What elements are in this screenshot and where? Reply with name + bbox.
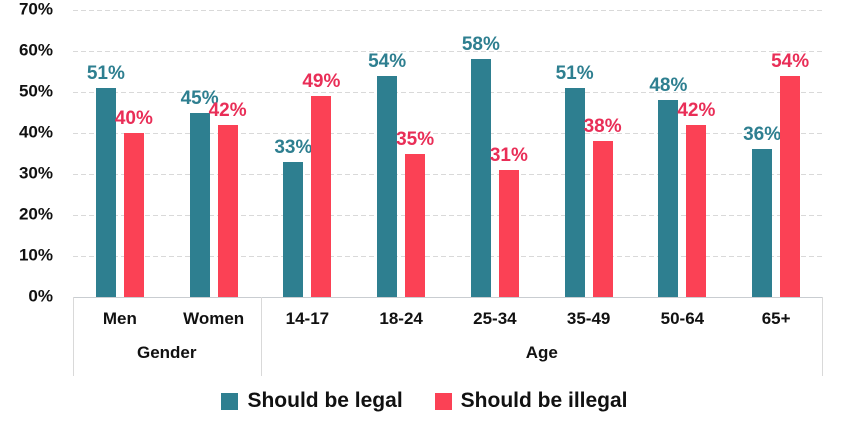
y-axis-tick-label: 30% (18, 163, 53, 183)
should-be-illegal-bar: 54% (771, 51, 809, 297)
bar-value-label: 40% (114, 108, 153, 129)
should-be-legal-bar: 36% (743, 124, 781, 297)
should-be-illegal-bar: 42% (209, 100, 247, 297)
y-axis-tick-label: 20% (18, 204, 53, 224)
category-label: 25-34 (473, 309, 517, 328)
bar-value-label: 31% (489, 144, 528, 166)
axis-separator-line (260, 297, 262, 376)
y-axis-tick-label: 40% (18, 122, 53, 142)
gridline (73, 92, 823, 93)
bar-group: 54% 35% (354, 10, 448, 297)
bar-value-label: 48% (649, 75, 688, 97)
category-label: 35-49 (566, 309, 611, 328)
bar-group: 36% 54% (729, 10, 823, 297)
should-be-legal-bar: 45% (181, 88, 219, 297)
bar-value-label: 42% (208, 99, 247, 121)
category-label: 65+ (761, 309, 791, 328)
gridline (73, 174, 823, 175)
bar-group: 58% 31% (448, 10, 542, 297)
gridline (73, 256, 823, 257)
y-axis-tick-label: 60% (18, 40, 53, 60)
bar-value-label: 54% (368, 50, 407, 72)
bar-group: 33% 49% (261, 10, 355, 297)
should-be-illegal-bar: 42% (677, 100, 715, 297)
bar-group: 51% 38% (542, 10, 636, 297)
bar-value-label: 49% (302, 71, 341, 93)
legend-item: Should be illegal (434, 389, 628, 413)
bar-value-label: 51% (555, 62, 594, 84)
should-be-legal-bar: 54% (368, 51, 406, 297)
should-be-illegal-bar: 38% (584, 116, 622, 297)
bar-value-label: 51% (86, 62, 125, 84)
plot-area: 51% 40% 45% 42% 33% 49% 54% 35% 58% 31% 51% 38% 48% 4… (73, 10, 823, 298)
should-be-legal-bar: 48% (649, 75, 687, 297)
y-axis: 70% 60% 50% 40% 30% 20% 10% 0% (0, 0, 53, 306)
legend: Should be legal Should be illegal (0, 384, 849, 418)
category-label: 14-17 (285, 309, 330, 328)
should-be-illegal-bar: 49% (302, 71, 340, 297)
legend-swatch (434, 392, 452, 410)
gridline (73, 10, 823, 11)
should-be-legal-bar: 58% (462, 34, 500, 297)
should-be-legal-bar: 51% (87, 63, 125, 297)
group-label: Age (525, 343, 558, 362)
bar-value-label: 42% (677, 99, 716, 121)
legend-item: Should be legal (221, 389, 403, 413)
bar-value-label: 58% (461, 34, 500, 56)
axis-separator-line (822, 297, 823, 376)
bar-group: 45% 42% (167, 10, 261, 297)
legend-swatch (221, 392, 239, 410)
y-axis-tick-label: 70% (18, 0, 53, 19)
gridline (73, 51, 823, 52)
gridline (73, 133, 823, 134)
bar-value-label: 35% (396, 128, 435, 150)
category-label: 18-24 (379, 309, 423, 328)
category-axis: Men Women 14-17 18-24 25-34 35-49 50-64 65+ Gend… (73, 297, 823, 376)
gridline (73, 215, 823, 216)
should-be-legal-bar: 33% (274, 137, 312, 297)
should-be-legal-bar: 51% (556, 63, 594, 297)
axis-separator-line (73, 297, 74, 376)
should-be-illegal-bar: 35% (396, 129, 434, 297)
group-label: Gender (136, 343, 197, 362)
bar-value-label: 36% (743, 124, 782, 146)
bar-group: 48% 42% (636, 10, 730, 297)
y-axis-tick-label: 10% (18, 245, 53, 265)
y-axis-tick-label: 50% (18, 81, 53, 101)
category-label: Men (102, 309, 137, 328)
bar-group: 51% 40% (73, 10, 167, 297)
bar-value-label: 54% (771, 50, 810, 72)
bar-value-label: 45% (180, 87, 219, 109)
bar-value-label: 38% (583, 116, 622, 138)
category-label: 50-64 (660, 309, 705, 328)
should-be-illegal-bar: 31% (490, 145, 528, 297)
legend-label: Should be illegal (460, 389, 628, 412)
y-axis-tick-label: 0% (28, 286, 53, 306)
legend-label: Should be legal (247, 389, 403, 412)
should-be-illegal-bar: 40% (115, 108, 153, 297)
bar-value-label: 33% (274, 136, 313, 158)
category-label: Women (183, 309, 245, 328)
